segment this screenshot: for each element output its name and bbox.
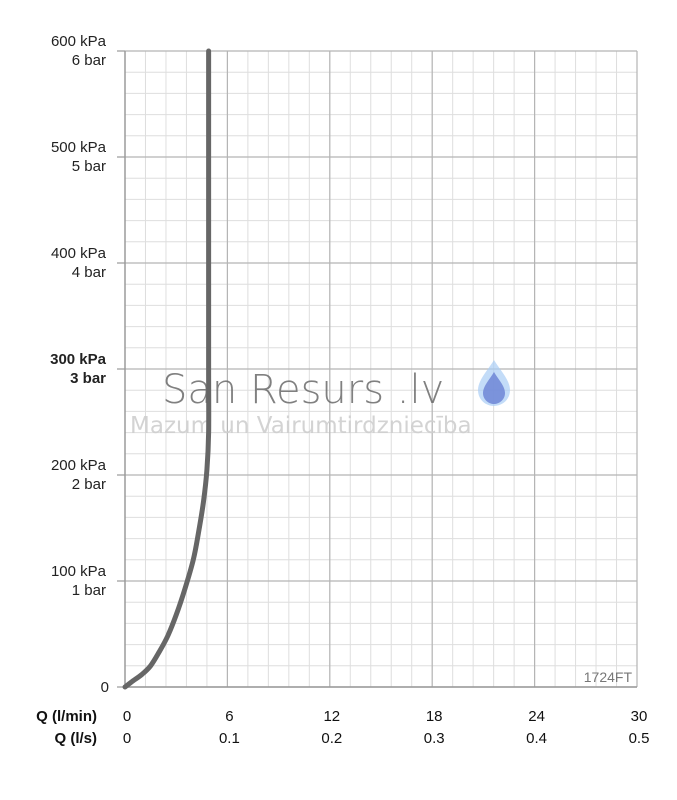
y-tick-label-kpa: 400 kPa: [51, 245, 107, 262]
y-tick-label-bar: 4 bar: [72, 264, 106, 281]
x-tick-label-secondary: 0.5: [629, 730, 650, 747]
x-tick-label-primary: 6: [225, 708, 233, 725]
x-axis-label-secondary: Q (l/s): [54, 730, 97, 747]
x-axis-label-primary: Q (l/min): [36, 708, 97, 725]
x-tick-label-secondary: 0.2: [321, 730, 342, 747]
series-line: [122, 48, 212, 690]
y-tick-label-bar: 3 bar: [70, 370, 106, 387]
x-tick-label-secondary: 0.4: [526, 730, 547, 747]
y-tick-label-kpa: 500 kPa: [51, 139, 107, 156]
y-tick-label-kpa: 200 kPa: [51, 457, 107, 474]
y-tick-label-bar: 1 bar: [72, 582, 106, 599]
x-tick-label-primary: 18: [426, 708, 443, 725]
x-tick-label-secondary: 0.3: [424, 730, 445, 747]
x-tick-label-primary: 12: [323, 708, 340, 725]
y-tick-label-kpa: 0: [101, 679, 109, 696]
y-tick-label-bar: 2 bar: [72, 476, 106, 493]
y-tick-label-kpa: 100 kPa: [51, 563, 107, 580]
x-axis-ticks: 0 0 6 0.1 12 0.2 18 0.3 24 0.4 30 0.5: [123, 708, 650, 747]
watermark-title: San Resurs .lv: [162, 367, 444, 413]
y-tick-label-bar: 5 bar: [72, 158, 106, 175]
y-tick-label-kpa: 600 kPa: [51, 33, 107, 50]
y-axis-ticks: 0 100 kPa 1 bar 200 kPa 2 bar 300 kPa 3 bar 400…: [50, 33, 125, 696]
watermark-subtitle: Mazum un Vairumtirdzniecība: [130, 413, 472, 439]
model-label: 1724FT: [584, 669, 633, 685]
y-tick-label-bar: 6 bar: [72, 52, 106, 69]
x-tick-label-secondary: 0.1: [219, 730, 240, 747]
x-tick-label-primary: 24: [528, 708, 545, 725]
water-drop-icon: [478, 360, 510, 406]
x-tick-label-primary: 0: [123, 708, 131, 725]
x-tick-label-secondary: 0: [123, 730, 131, 747]
x-tick-label-primary: 30: [631, 708, 648, 725]
y-tick-label-kpa: 300 kPa: [50, 351, 107, 368]
